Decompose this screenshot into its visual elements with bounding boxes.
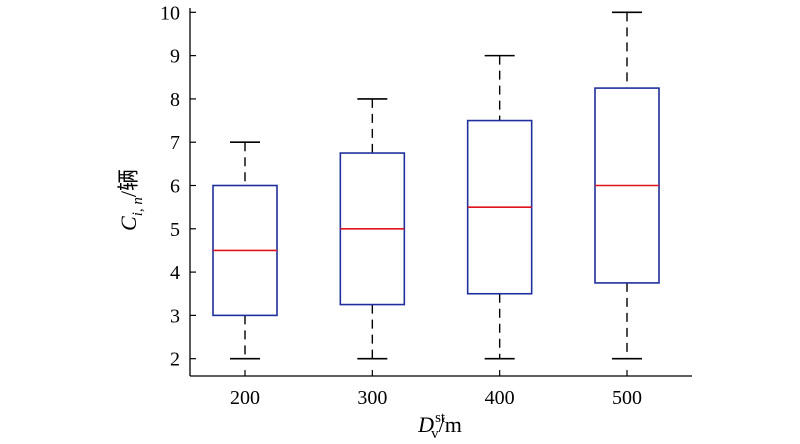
y-tick-label: 2 (170, 349, 180, 371)
y-tick-label: 9 (170, 46, 180, 68)
y-tick-label: 8 (170, 89, 180, 111)
y-tick-label: 6 (170, 176, 180, 198)
y-tick-label: 5 (170, 219, 180, 241)
x-tick-label: 300 (357, 387, 387, 409)
box-400 (466, 54, 533, 360)
box-200 (212, 141, 278, 360)
y-tick-label: 10 (160, 2, 180, 24)
x-tick-label: 200 (230, 387, 260, 409)
y-axis-title: Ci, n/辆 (116, 169, 146, 231)
y-tick-label: 3 (170, 305, 180, 327)
plot-frame (189, 8, 692, 377)
y-tick-label: 7 (170, 132, 180, 154)
x-axis: 200 300 400 500 (230, 370, 642, 409)
box-500 (594, 11, 660, 360)
boxes-group (212, 11, 660, 360)
x-tick-label: 400 (485, 387, 515, 409)
x-axis-title: Dst v/m (417, 410, 462, 442)
x-tick-label: 500 (612, 387, 642, 409)
y-axis: 2 3 4 5 6 7 8 9 10 (160, 2, 196, 371)
box-300 (339, 98, 406, 360)
y-tick-label: 4 (170, 262, 180, 284)
